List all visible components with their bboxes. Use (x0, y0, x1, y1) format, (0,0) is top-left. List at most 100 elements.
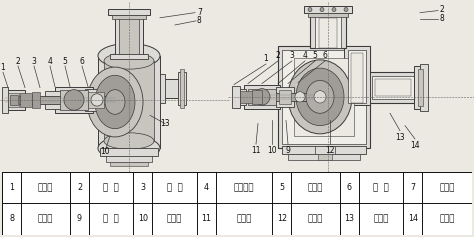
Bar (240, 93, 320, 101)
Ellipse shape (308, 8, 312, 12)
Text: 加液孔: 加液孔 (308, 214, 323, 223)
Text: 2: 2 (16, 57, 20, 66)
Bar (348, 50, 366, 103)
Bar (119, 17, 139, 56)
Text: 泵  轴: 泵 轴 (103, 183, 119, 192)
Ellipse shape (91, 94, 103, 106)
Text: 2: 2 (275, 51, 281, 60)
Bar (100, 148, 158, 156)
Text: 挡水圈: 挡水圈 (237, 214, 252, 223)
Bar (344, 46, 370, 105)
Text: 出口坐: 出口坐 (439, 183, 455, 192)
Bar (98, 56, 160, 148)
Bar (70, 172, 89, 203)
Bar (2, 87, 8, 113)
Bar (112, 15, 146, 19)
Text: 泵  壳: 泵 壳 (374, 183, 389, 192)
Bar (88, 92, 104, 108)
Text: 1: 1 (264, 54, 268, 63)
Bar (422, 203, 472, 235)
Text: 7: 7 (410, 183, 415, 192)
Bar (134, 203, 153, 235)
Bar (252, 90, 262, 104)
Ellipse shape (254, 89, 270, 105)
Bar (315, 15, 341, 48)
Text: 9: 9 (77, 214, 82, 223)
Bar (160, 79, 180, 98)
Bar (115, 13, 143, 56)
Text: 叶  轮: 叶 轮 (103, 214, 119, 223)
Ellipse shape (64, 90, 84, 110)
Text: 4: 4 (302, 51, 308, 60)
Bar (153, 172, 197, 203)
Bar (282, 50, 366, 144)
Bar (45, 91, 61, 109)
Bar (282, 146, 366, 154)
Bar (110, 162, 148, 166)
Text: 1: 1 (9, 183, 14, 192)
Bar (238, 89, 246, 105)
Bar (55, 87, 93, 113)
Ellipse shape (105, 90, 125, 114)
Bar (110, 54, 148, 59)
Text: 5: 5 (312, 51, 318, 60)
Bar (20, 93, 32, 107)
Text: 10: 10 (267, 146, 277, 155)
Text: 8: 8 (440, 14, 445, 23)
Bar (216, 172, 272, 203)
Text: 放液孔: 放液孔 (439, 214, 455, 223)
Text: 轴  承: 轴 承 (167, 183, 182, 192)
Bar (372, 76, 414, 99)
Text: 11: 11 (201, 214, 211, 223)
Text: 密封盖: 密封盖 (167, 214, 182, 223)
Ellipse shape (344, 8, 348, 12)
Bar (180, 69, 184, 108)
Ellipse shape (296, 68, 344, 126)
Bar (418, 69, 423, 106)
Bar (89, 203, 134, 235)
Bar (294, 58, 354, 136)
Bar (21, 172, 70, 203)
Bar (292, 172, 340, 203)
Bar (5, 96, 115, 104)
Ellipse shape (95, 75, 135, 129)
Text: 机械密封: 机械密封 (234, 183, 255, 192)
Bar (108, 9, 150, 15)
Bar (278, 46, 370, 148)
Bar (420, 64, 428, 111)
Bar (279, 90, 291, 104)
Bar (340, 203, 359, 235)
Bar (368, 72, 418, 103)
Text: 10: 10 (138, 214, 148, 223)
Bar (10, 95, 18, 105)
Bar (272, 203, 292, 235)
Text: 5: 5 (63, 57, 67, 66)
Bar (85, 89, 107, 111)
Ellipse shape (320, 8, 324, 12)
Ellipse shape (98, 43, 160, 68)
Bar (304, 6, 352, 13)
Bar (5, 93, 19, 107)
Ellipse shape (98, 136, 160, 160)
Bar (240, 91, 256, 103)
Text: 11: 11 (251, 146, 261, 155)
Bar (134, 172, 153, 203)
Bar (359, 203, 403, 235)
Text: 2: 2 (77, 183, 82, 192)
Text: 4: 4 (47, 57, 53, 66)
Bar (106, 156, 152, 162)
Ellipse shape (314, 91, 326, 103)
Bar (315, 146, 335, 154)
Bar (32, 92, 40, 108)
Bar (403, 172, 422, 203)
Text: 5: 5 (279, 183, 284, 192)
Text: 6: 6 (323, 51, 328, 60)
Bar (292, 203, 340, 235)
Bar (70, 203, 89, 235)
Bar (21, 203, 70, 235)
Bar (318, 154, 332, 160)
Bar (197, 203, 216, 235)
Ellipse shape (104, 53, 154, 69)
Text: 轴承体: 轴承体 (308, 183, 323, 192)
Text: 3: 3 (140, 183, 146, 192)
